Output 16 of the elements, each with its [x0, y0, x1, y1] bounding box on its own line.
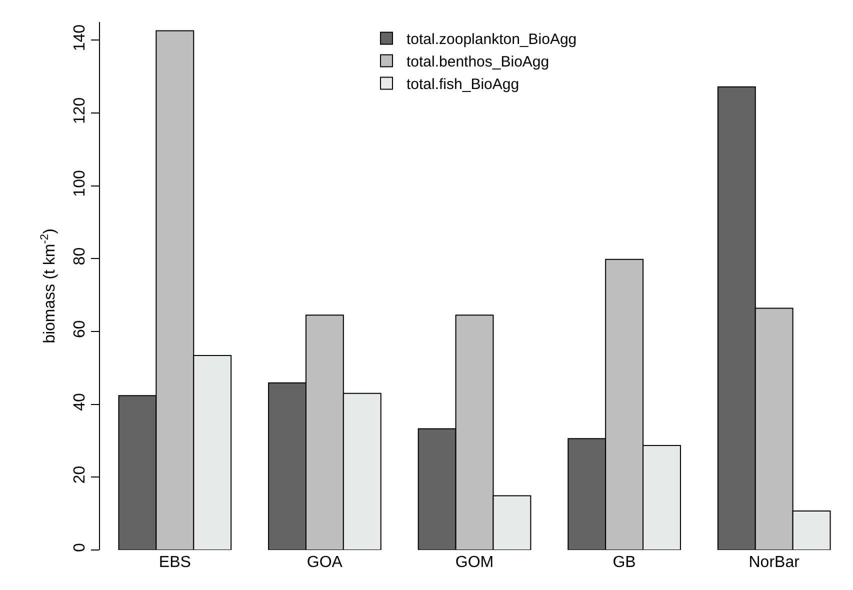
- x-tick-label: NorBar: [748, 554, 800, 571]
- x-tick-label: GB: [612, 554, 636, 571]
- y-tick-label: 60: [72, 320, 89, 338]
- legend-label: total.zooplankton_BioAgg: [406, 31, 577, 48]
- y-tick-label: 140: [72, 24, 89, 52]
- legend-label: total.fish_BioAgg: [406, 76, 520, 94]
- x-tick-label: GOA: [306, 554, 343, 571]
- y-tick-label: 100: [72, 170, 89, 197]
- y-tick-label: 20: [72, 466, 89, 484]
- x-tick-label: EBS: [158, 554, 191, 571]
- y-tick-label: 80: [72, 247, 89, 266]
- legend-label: total.benthos_BioAgg: [406, 54, 550, 71]
- y-tick-label: 40: [72, 392, 89, 411]
- y-tick-label: 0: [72, 543, 89, 552]
- y-tick-label: 120: [72, 97, 89, 124]
- x-tick-label: GOM: [455, 554, 494, 571]
